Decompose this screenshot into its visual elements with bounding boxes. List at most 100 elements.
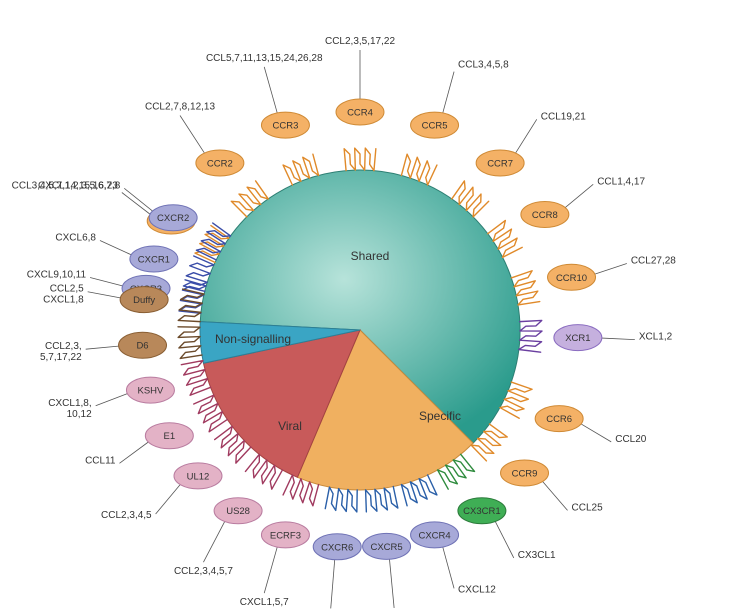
receptor-label: CXCR6: [321, 542, 353, 553]
receptor-label: CXCR5: [370, 542, 402, 553]
receptor-cx3cr1: CX3CR1: [458, 498, 506, 524]
receptor-d6: D6: [119, 332, 167, 358]
leader-ccr9: [543, 482, 568, 511]
receptor-label: CCR8: [532, 210, 558, 221]
receptor-label: CCR5: [422, 121, 448, 132]
receptor-label: KSHV: [138, 386, 165, 397]
leader-ccr2: [180, 116, 204, 154]
leader-cxcr1: [100, 240, 131, 254]
loop-cxcr5: [366, 487, 398, 512]
leader-cxcr4: [443, 547, 454, 588]
ligand-label-kshv: CXCL1,8,10,12: [48, 398, 92, 420]
leader-cxcr6: [331, 560, 335, 609]
ligand-label-cxcr4: CXCL12: [458, 584, 496, 595]
receptor-ccr9: CCR9: [501, 460, 549, 486]
receptor-label: UL12: [187, 471, 210, 482]
leader-ecrf3: [264, 547, 277, 593]
ligand-label-ccr5: CCL3,4,5,8: [458, 60, 509, 71]
receptor-label: CXCR2: [157, 213, 189, 224]
leader-ccr10: [595, 263, 627, 274]
leader-us28: [203, 522, 224, 563]
leader-cx3cr1: [495, 522, 513, 558]
leader-duffy: [88, 292, 121, 298]
ligand-label-cxcr1: CXCL6,8: [55, 232, 96, 243]
chemokine-receptor-wheel: CXCR3CCR1CCR2CCR3CCR4CCR5CCR7CCR8CCR10XC…: [0, 0, 754, 613]
receptor-ccr3: CCR3: [261, 112, 309, 138]
receptor-ccr8: CCR8: [521, 201, 569, 227]
leader-ul12: [156, 485, 181, 514]
ligand-label-ccr10: CCL27,28: [631, 255, 676, 266]
leader-ccr8: [565, 184, 593, 207]
receptor-ul12: UL12: [174, 463, 222, 489]
receptor-ccr7: CCR7: [476, 150, 524, 176]
receptor-cxcr1: CXCR1: [130, 246, 178, 272]
ligand-label-xcr1: XCL1,2: [639, 332, 673, 343]
loop-xcr1: [519, 320, 542, 352]
ligand-label-ccr3: CCL5,7,11,13,15,24,26,28: [206, 53, 323, 64]
ligand-label-ccr8: CCL1,4,17: [597, 176, 645, 187]
ligand-label-d6: CCL2,3,5,7,17,22: [40, 341, 82, 363]
receptor-label: CXCR4: [418, 530, 450, 541]
receptor-label: CCR3: [273, 121, 299, 132]
receptor-label: CXCR1: [138, 255, 170, 266]
receptor-cxcr6: CXCR6: [313, 534, 361, 560]
receptor-label: CCR7: [487, 159, 513, 170]
ligand-label-ul12: CCL2,3,4,5: [101, 510, 152, 521]
receptor-ccr4: CCR4: [336, 99, 384, 125]
receptor-label: D6: [136, 341, 148, 352]
receptor-label: CX3CR1: [463, 506, 501, 517]
leader-cxcr5: [389, 559, 394, 608]
receptor-label: XCR1: [565, 333, 590, 344]
ligand-label-duffy: CCL2,5CXCL1,8: [43, 284, 84, 306]
leader-ccr6: [581, 424, 611, 442]
receptor-label: CCR4: [347, 108, 373, 119]
receptor-xcr1: XCR1: [554, 325, 602, 351]
loop-cxcr6: [325, 487, 357, 512]
ligand-label-ccr7: CCL19,21: [541, 111, 586, 122]
leader-kshv: [96, 394, 128, 406]
ligand-label-us28: CCL2,3,4,5,7: [174, 566, 233, 577]
receptor-label: E1: [164, 431, 176, 442]
leader-xcr1: [602, 338, 635, 340]
leader-cxcr3: [90, 278, 122, 286]
receptor-cxcr2: CXCR2: [149, 205, 197, 231]
receptor-label: CCR9: [512, 469, 538, 480]
ligand-label-ccr9: CCL25: [572, 502, 604, 513]
ligand-label-cxcr2: CXCL1,2,3,5,6,7,8: [38, 180, 121, 191]
receptor-cxcr4: CXCR4: [411, 522, 459, 548]
loop-ccr4: [344, 148, 376, 171]
receptor-ccr10: CCR10: [548, 264, 596, 290]
leader-e1: [119, 442, 148, 463]
receptor-us28: US28: [214, 498, 262, 524]
leader-cxcr2: [124, 188, 152, 211]
receptor-e1: E1: [145, 423, 193, 449]
ligand-label-cxcr3: CXCL9,10,11: [27, 270, 87, 281]
receptor-ccr6: CCR6: [535, 406, 583, 432]
pie-sectors: [200, 170, 520, 490]
receptor-label: ECRF3: [270, 530, 301, 541]
leader-ccr1: [122, 193, 151, 215]
receptor-label: Duffy: [133, 295, 155, 306]
leader-ccr3: [264, 67, 277, 113]
ligand-label-e1: CCL11: [85, 455, 116, 466]
receptor-cxcr5: CXCR5: [363, 533, 411, 559]
receptor-label: CCR2: [207, 159, 233, 170]
ligand-label-ecrf3: CXCL1,5,7: [240, 597, 289, 608]
receptor-label: CCR6: [546, 414, 572, 425]
receptor-ecrf3: ECRF3: [261, 522, 309, 548]
receptor-duffy: Duffy: [120, 287, 168, 313]
sector-label-specific: Specific: [419, 409, 461, 423]
loop-d6: [178, 327, 202, 359]
ligand-label-ccr6: CCL20: [615, 434, 647, 445]
ligand-label-ccr2: CCL2,7,8,12,13: [145, 102, 215, 113]
receptor-ccr2: CCR2: [196, 150, 244, 176]
receptor-kshv: KSHV: [126, 377, 174, 403]
leader-ccr7: [516, 119, 537, 153]
sector-label-non-signalling: Non-signalling: [215, 332, 291, 346]
receptor-ccr5: CCR5: [411, 112, 459, 138]
ligand-label-ccr4: CCL2,3,5,17,22: [325, 36, 395, 47]
leader-d6: [86, 346, 119, 349]
receptor-label: US28: [226, 506, 250, 517]
sector-label-shared: Shared: [351, 249, 390, 263]
leader-ccr5: [443, 72, 454, 113]
